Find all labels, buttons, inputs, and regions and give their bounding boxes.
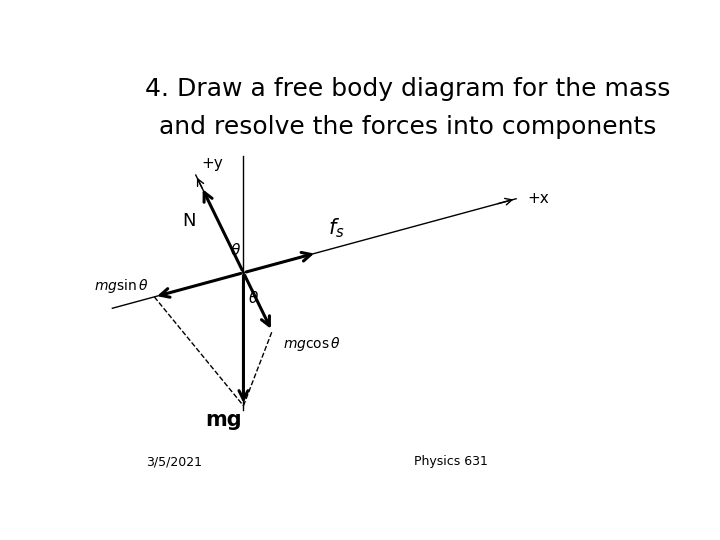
Text: +x: +x — [527, 191, 549, 206]
Text: Physics 631: Physics 631 — [413, 455, 487, 468]
Text: $f_s$: $f_s$ — [328, 217, 345, 240]
Text: and resolve the forces into components: and resolve the forces into components — [159, 114, 657, 139]
Text: 4. Draw a free body diagram for the mass: 4. Draw a free body diagram for the mass — [145, 77, 671, 102]
Text: +y: +y — [202, 156, 223, 171]
Text: $\theta$: $\theta$ — [230, 242, 240, 258]
Text: mg: mg — [206, 410, 242, 430]
Text: $mg\cos\theta$: $mg\cos\theta$ — [283, 335, 341, 354]
Text: $mg\sin\theta$: $mg\sin\theta$ — [94, 277, 149, 295]
Text: 3/5/2021: 3/5/2021 — [145, 455, 202, 468]
Text: $\theta$: $\theta$ — [248, 291, 259, 307]
Text: N: N — [182, 212, 196, 230]
